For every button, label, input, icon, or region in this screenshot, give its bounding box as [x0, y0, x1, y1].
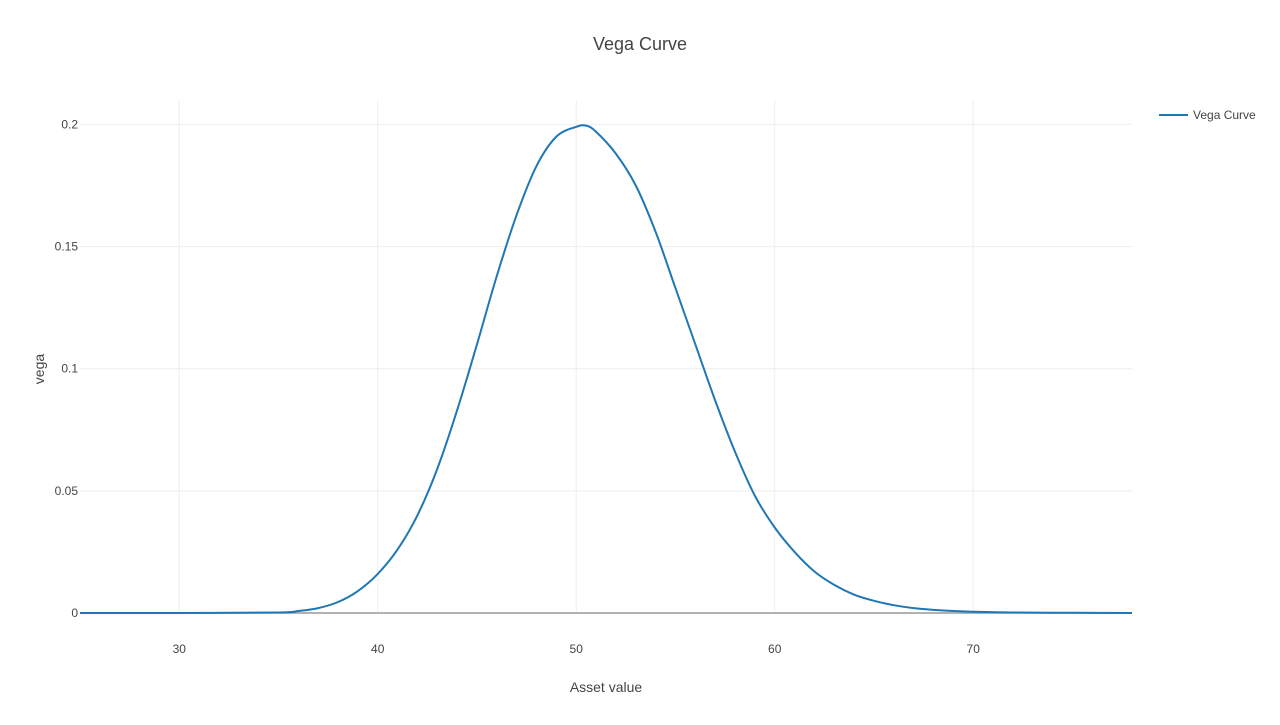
x-tick-label: 30 [173, 642, 187, 656]
y-tick-label: 0.15 [55, 240, 79, 254]
y-tick-label: 0 [71, 606, 78, 620]
grid-layer [80, 100, 1132, 613]
chart-title: Vega Curve [593, 34, 687, 54]
series-line-vega-curve[interactable] [79, 124, 1133, 615]
x-tick-label: 40 [371, 642, 385, 656]
y-tick-label: 0.05 [55, 484, 79, 498]
x-axis-title: Asset value [570, 679, 643, 695]
y-axis-title: vega [31, 354, 47, 385]
x-tick-label: 70 [967, 642, 981, 656]
y-tick-label: 0.2 [61, 117, 78, 131]
x-tick-label: 60 [768, 642, 782, 656]
axis-layer: 30 40 50 60 70 0 0.05 0.1 0.15 0.2 [55, 117, 981, 656]
y-tick-label: 0.1 [61, 362, 78, 376]
x-tick-label: 50 [570, 642, 584, 656]
legend[interactable]: Vega Curve [1159, 108, 1256, 122]
series-layer [79, 124, 1133, 615]
legend-label-vega-curve: Vega Curve [1193, 108, 1256, 122]
